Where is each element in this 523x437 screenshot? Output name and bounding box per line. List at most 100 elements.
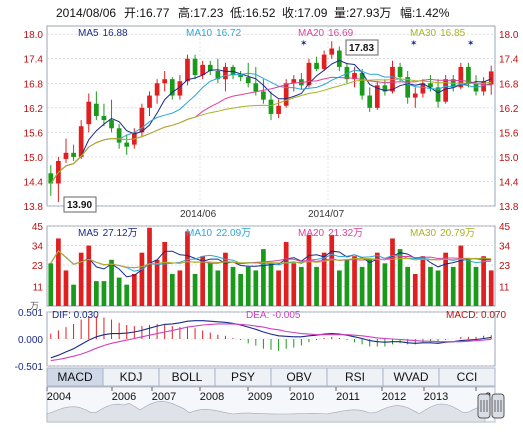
vol-legend-ma30: MA30 20.79万 xyxy=(410,228,475,239)
price-tick-left: 14.4 xyxy=(24,177,44,188)
price-legend-ma5: MA5 16.88 xyxy=(78,28,128,39)
candle-body xyxy=(78,126,84,157)
tab-rsi[interactable]: RSI xyxy=(326,367,384,387)
candle-body xyxy=(291,79,297,84)
volume-bar xyxy=(207,263,213,306)
candle-body xyxy=(207,64,213,71)
volume-bar xyxy=(306,234,312,306)
price-ma10-line xyxy=(50,69,492,184)
price-tick-left: 16.8 xyxy=(24,79,44,90)
volume-bar xyxy=(131,274,137,306)
volume-bar xyxy=(268,263,274,306)
macd-tick: 0.000 xyxy=(18,335,43,346)
tab-psy[interactable]: PSY xyxy=(214,367,272,387)
volume-bar xyxy=(359,266,365,306)
price-legend-ma30: MA30 16.85 xyxy=(410,28,466,39)
price-tick-left: 15.0 xyxy=(24,153,44,164)
candle-body xyxy=(238,75,243,78)
price-tick-right: 16.2 xyxy=(499,104,519,115)
macd-legend: DIF: 0.030 DEA: -0.005 MACD: 0.070 xyxy=(52,310,506,321)
price-panel: 18.0 18.0 17.4 17.4 16.8 16.8 16.2 16.2 15.6 15.6… xyxy=(24,25,519,213)
volume-bar xyxy=(116,277,122,306)
tab-wvad[interactable]: WVAD xyxy=(382,367,440,387)
candle-body xyxy=(268,99,274,114)
price-legend-ma20: MA20 16.69 xyxy=(298,28,354,39)
low-label-box xyxy=(63,196,97,213)
volume-bar xyxy=(435,270,441,306)
macd-legend-macd: MACD: 0.070 xyxy=(446,310,506,321)
volume-bar xyxy=(78,252,84,306)
candle-body xyxy=(321,54,327,69)
volume-unit: 万 xyxy=(30,301,39,311)
tab-label: BOLL xyxy=(172,370,203,384)
volume-bar xyxy=(481,256,486,306)
candle-body xyxy=(412,93,418,98)
price-tick-left: 18.0 xyxy=(24,30,44,41)
volume-bar xyxy=(329,234,335,306)
timeline-navigator[interactable]: 2004200620072008200920102011201220132 xyxy=(46,386,505,423)
tab-label: WVAD xyxy=(393,370,428,384)
tab-kdj[interactable]: KDJ xyxy=(102,367,160,387)
candle-body xyxy=(101,116,107,121)
volume-bar xyxy=(397,249,403,306)
candle-body xyxy=(420,83,426,94)
volume-bar xyxy=(200,256,206,306)
volume-tick-right: 34 xyxy=(499,242,511,253)
price-tick-right: 16.8 xyxy=(499,79,519,90)
candle-body xyxy=(116,128,122,143)
vol-legend-ma10: MA10 22.09万 xyxy=(186,228,251,239)
candle-body xyxy=(86,101,92,125)
volume-bar xyxy=(473,266,479,306)
quote-close: 收:17.09 xyxy=(282,6,328,20)
timeline-year-label: 2012 xyxy=(382,391,406,403)
volume-bar xyxy=(352,256,357,306)
volume-bar xyxy=(124,284,130,306)
candle-body xyxy=(352,73,357,80)
tab-macd[interactable]: MACD xyxy=(46,367,104,387)
volume-bar xyxy=(276,270,281,306)
volume-bar xyxy=(223,252,228,306)
candle-body xyxy=(177,81,183,96)
volume-bar xyxy=(450,266,456,306)
candle-body xyxy=(481,81,486,92)
volume-bar xyxy=(169,274,175,306)
candle-body xyxy=(314,62,319,69)
volume-bar xyxy=(405,266,411,306)
volume-bar xyxy=(177,270,183,306)
candle-body xyxy=(405,77,411,98)
volume-tick-left: 45 xyxy=(32,222,44,233)
candle-body xyxy=(48,173,54,184)
volume-bar xyxy=(374,252,380,306)
volume-bar xyxy=(185,231,190,306)
price-tick-right: 15.6 xyxy=(499,128,519,139)
candle-body xyxy=(397,66,403,78)
volume-bar xyxy=(63,270,69,306)
volume-bar xyxy=(238,274,243,306)
tab-background xyxy=(438,367,496,387)
macd-panel: 0.501 0.000 -0.501 xyxy=(15,308,496,373)
candle-body xyxy=(162,79,168,84)
candle-body xyxy=(169,79,175,96)
candle-body xyxy=(306,62,312,86)
volume-tick-right: 23 xyxy=(499,261,511,272)
candle-body xyxy=(435,87,441,102)
candle-body xyxy=(367,95,373,108)
volume-bar xyxy=(321,252,327,306)
volume-bar xyxy=(466,259,471,306)
tab-cci[interactable]: CCI xyxy=(438,367,496,387)
volume-bar xyxy=(139,252,145,306)
candle-body xyxy=(154,83,160,96)
volume-bar xyxy=(382,263,388,306)
macd-legend-dea: DEA: -0.005 xyxy=(246,310,301,321)
candle-body xyxy=(443,79,448,102)
volume-panel: 45 45 34 34 23 23 11 11 xyxy=(32,222,511,307)
price-legend: MA5 16.88 MA10 16.72 MA20 16.69 MA30 16.85 xyxy=(78,28,466,39)
tab-boll[interactable]: BOLL xyxy=(158,367,216,387)
volume-bar xyxy=(283,242,289,306)
tab-label: CCI xyxy=(457,370,478,384)
x-label-june: 2014/06 xyxy=(180,209,217,220)
tab-obv[interactable]: OBV xyxy=(270,367,328,387)
candle-body xyxy=(200,64,206,76)
